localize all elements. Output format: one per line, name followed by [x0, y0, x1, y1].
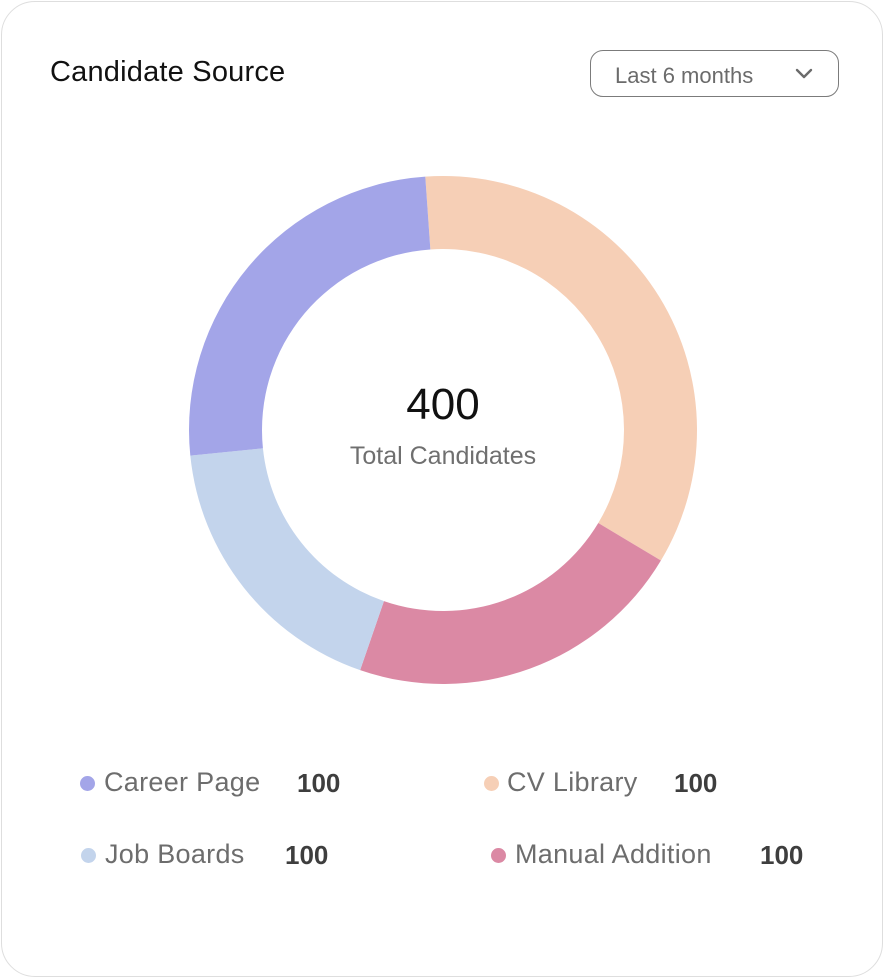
legend-value-manual-addition: 100 [760, 840, 804, 870]
date-range-select[interactable]: Last 6 months [590, 50, 839, 97]
legend-dot-job-boards [81, 848, 96, 863]
donut-slice-job-boards[interactable] [190, 448, 384, 671]
legend-dot-career-page [80, 776, 95, 791]
legend-label-cv-library: CV Library [507, 767, 638, 797]
legend-value-career-page: 100 [297, 768, 341, 798]
legend-dot-manual-addition [491, 848, 506, 863]
legend-label-career-page: Career Page [104, 767, 261, 797]
donut-slice-cv-library[interactable] [425, 175, 698, 561]
total-candidates-value: 400 [406, 380, 480, 429]
card-title: Candidate Source [50, 56, 286, 88]
legend-value-job-boards: 100 [285, 840, 329, 870]
legend-label-job-boards: Job Boards [105, 839, 245, 869]
donut-slice-manual-addition[interactable] [360, 523, 661, 685]
legend-dot-cv-library [484, 776, 499, 791]
date-range-value: Last 6 months [615, 63, 754, 88]
legend-value-cv-library: 100 [674, 768, 718, 798]
chevron-down-icon [795, 68, 813, 79]
total-candidates-caption: Total Candidates [349, 442, 537, 470]
donut-slice-career-page[interactable] [189, 176, 431, 456]
legend-label-manual-addition: Manual Addition [515, 839, 712, 869]
